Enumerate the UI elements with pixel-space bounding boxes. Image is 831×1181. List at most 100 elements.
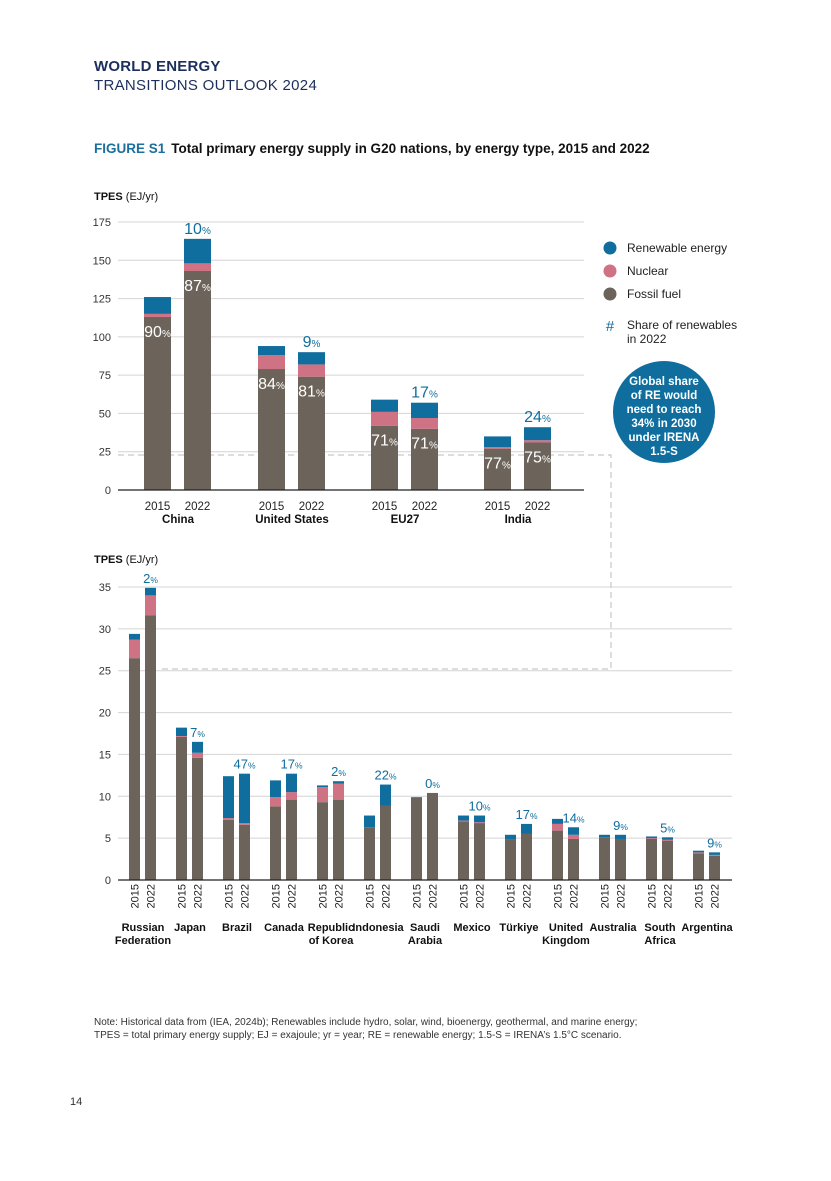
bar-fossil-segment	[145, 615, 156, 880]
bar-nuclear-segment	[371, 411, 398, 426]
global-share-callout-circle	[613, 361, 715, 463]
bar-fossil-segment	[474, 823, 485, 880]
bar-renewable-segment	[474, 815, 485, 823]
bottom-country-label: Arabia	[408, 935, 443, 947]
bar-renewable-segment	[286, 773, 297, 793]
bar-fossil-segment	[458, 821, 469, 880]
bar-renewable-segment	[568, 827, 579, 835]
callout-text-line: 34% in 2030	[631, 418, 696, 430]
bar-nuclear-segment	[646, 838, 657, 839]
top-year-label: 2015	[259, 501, 285, 513]
bar-fossil-segment	[298, 376, 325, 490]
re-share-label: 7%	[190, 725, 205, 740]
top-y-tick-label: 150	[93, 255, 111, 267]
bottom-country-label: Brazil	[222, 922, 252, 934]
bottom-year-label: 2015	[553, 884, 565, 908]
bottom-year-label: 2015	[459, 884, 471, 908]
bar-fossil-segment	[364, 827, 375, 880]
bottom-y-tick-label: 35	[99, 582, 111, 594]
re-share-label: 9%	[613, 818, 628, 833]
bar-renewable-segment	[129, 633, 140, 640]
figure-note: Note: Historical data from (IEA, 2024b);…	[94, 1016, 734, 1042]
report-title: WORLD ENERGY TRANSITIONS OUTLOOK 2024	[94, 58, 317, 94]
bar-renewable-segment	[646, 836, 657, 839]
bar-nuclear-segment	[693, 852, 704, 854]
re-share-label: 2%	[143, 571, 158, 586]
bar-renewable-segment	[411, 402, 438, 419]
top-country-label: United States	[255, 514, 329, 526]
legend-fossil-swatch	[603, 287, 617, 301]
bar-renewable-segment	[380, 784, 391, 806]
re-share-label: 17%	[515, 807, 537, 822]
bottom-year-label: 2022	[287, 884, 299, 908]
bar-nuclear-segment	[317, 787, 328, 803]
bar-fossil-segment	[693, 853, 704, 880]
bottom-y-tick-label: 20	[99, 708, 111, 720]
bottom-year-label: 2022	[381, 884, 393, 908]
bottom-country-label: Türkiye	[499, 922, 538, 934]
bar-nuclear-segment	[129, 639, 140, 659]
re-share-label: 17%	[411, 385, 438, 402]
bottom-year-label: 2022	[193, 884, 205, 908]
bar-fossil-segment	[568, 838, 579, 880]
bar-fossil-segment	[662, 840, 673, 880]
bottom-country-label: Mexico	[453, 922, 491, 934]
bar-renewable-segment	[505, 834, 516, 840]
bottom-year-label: 2015	[647, 884, 659, 908]
zoom-guide-dashed-line	[118, 454, 612, 670]
bar-fossil-segment	[505, 839, 516, 880]
bottom-year-label: 2015	[271, 884, 283, 908]
bar-nuclear-segment	[524, 440, 551, 443]
re-share-label: 14%	[562, 810, 584, 825]
bar-renewable-segment	[458, 815, 469, 821]
energy-supply-chart: TPES (EJ/yr)025507510012515017590%201587…	[93, 191, 737, 947]
re-share-label: 0%	[425, 776, 440, 791]
bar-fossil-segment	[333, 799, 344, 880]
re-share-label: 22%	[374, 768, 396, 783]
bottom-year-label: 2022	[334, 884, 346, 908]
bar-renewable-segment	[333, 781, 344, 784]
bottom-y-tick-label: 25	[99, 666, 111, 678]
bar-fossil-segment	[192, 757, 203, 880]
bar-nuclear-segment	[474, 822, 485, 824]
bottom-y-tick-label: 0	[105, 875, 111, 887]
top-year-label: 2015	[372, 501, 398, 513]
fossil-share-label: 87%	[184, 278, 211, 295]
top-year-label: 2022	[412, 501, 438, 513]
bottom-year-label: 2015	[506, 884, 518, 908]
top-y-tick-label: 75	[99, 370, 111, 382]
bar-fossil-segment	[484, 448, 511, 490]
bar-renewable-segment	[524, 427, 551, 441]
legend-share-label-2: in 2022	[627, 332, 667, 346]
legend-nuclear-swatch	[603, 264, 617, 278]
bottom-year-label: 2015	[694, 884, 706, 908]
top-year-label: 2022	[525, 501, 551, 513]
re-share-label: 9%	[303, 334, 321, 351]
top-year-label: 2015	[485, 501, 511, 513]
bar-nuclear-segment	[333, 783, 344, 800]
bar-fossil-segment	[552, 830, 563, 880]
bottom-year-label: 2015	[600, 884, 612, 908]
bar-renewable-segment	[615, 834, 626, 839]
top-y-tick-label: 125	[93, 294, 111, 306]
fossil-share-label: 75%	[524, 450, 551, 467]
bar-fossil-segment	[184, 271, 211, 490]
figure-number: FIGURE S1	[94, 141, 166, 156]
callout-text-line: under IRENA	[629, 432, 700, 444]
bar-fossil-segment	[380, 805, 391, 880]
bottom-year-label: 2022	[146, 884, 158, 908]
legend-share-label-1: Share of renewables	[627, 318, 737, 332]
re-share-label: 24%	[524, 409, 551, 426]
page-number: 14	[70, 1096, 83, 1108]
bar-fossil-segment	[521, 833, 532, 880]
callout-text-line: 1.5-S	[650, 446, 678, 458]
bar-fossil-segment	[427, 792, 438, 880]
bar-renewable-segment	[662, 837, 673, 840]
legend-nuclear-label: Nuclear	[627, 264, 668, 278]
fossil-share-label: 90%	[144, 324, 171, 341]
bar-renewable-segment	[239, 773, 250, 824]
top-country-label: India	[505, 514, 532, 526]
bottom-year-label: 2015	[130, 884, 142, 908]
bottom-country-label: Argentina	[681, 922, 733, 934]
bar-fossil-segment	[646, 838, 657, 880]
